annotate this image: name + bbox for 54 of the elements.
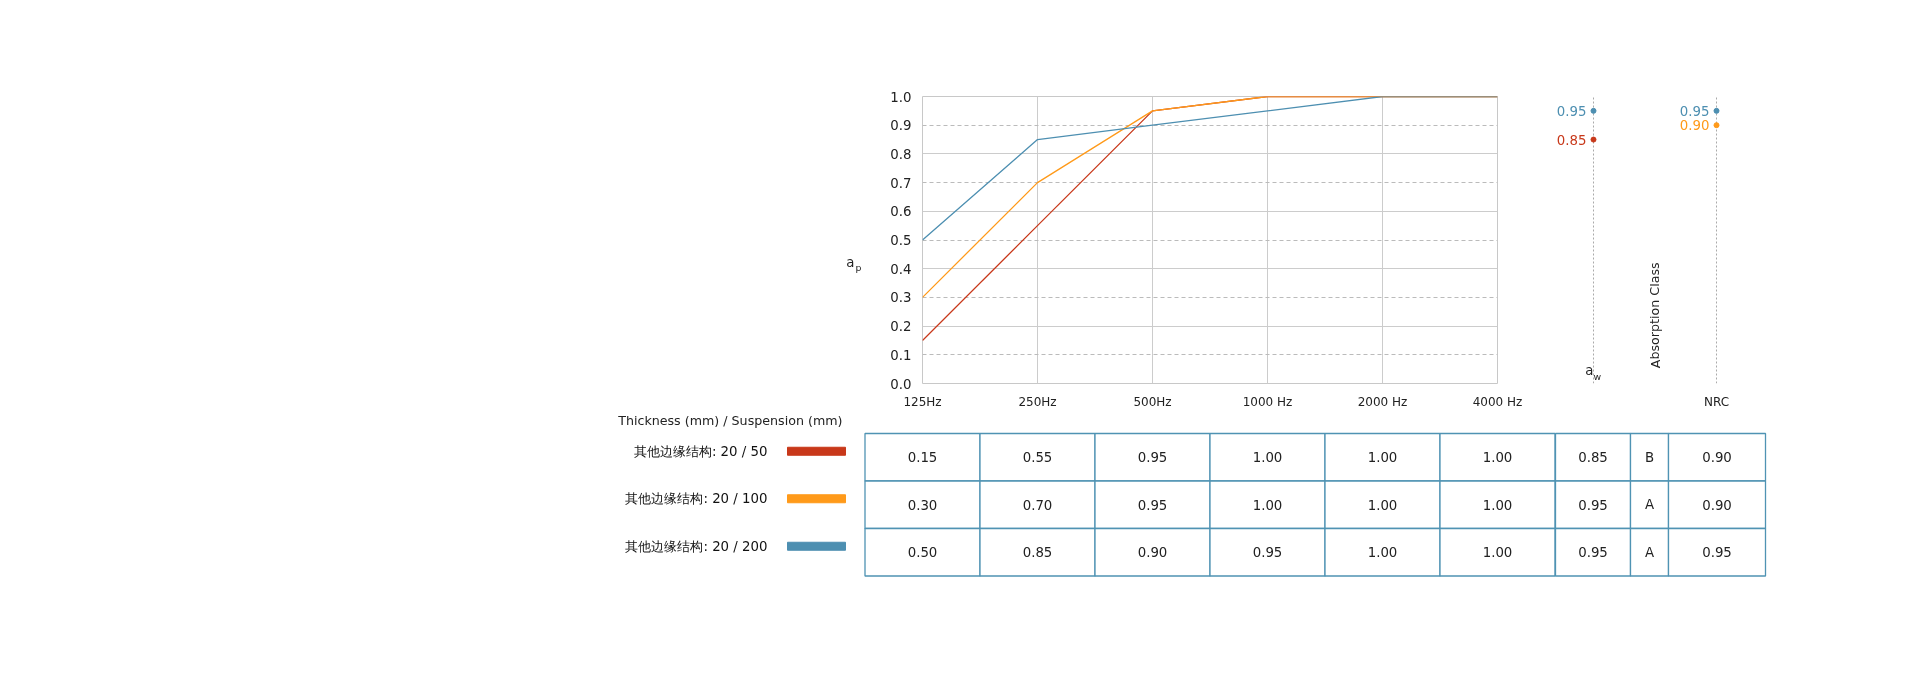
- data-label: 1.00: [1482, 497, 1513, 513]
- text: 0.90: [1702, 497, 1732, 513]
- y-tick-label: 1.0: [890, 89, 912, 105]
- data-label: 0.95: [1252, 545, 1283, 561]
- x-tick-label: 1000 Hz: [1242, 394, 1293, 409]
- legend-title: Thickness (mm) / Suspension (mm): [617, 413, 843, 428]
- data-label: 0.85: [1022, 545, 1053, 561]
- data-label: 1.00: [1252, 497, 1283, 513]
- y-tick-label: 0.0: [890, 376, 912, 392]
- text: 0.90: [1702, 450, 1732, 466]
- data-label: 1.00: [1482, 545, 1513, 561]
- data-label: 1.00: [1367, 545, 1398, 561]
- data-label: 0.30: [907, 497, 938, 513]
- legend-label: 其他边缘结构: 20 / 50: [633, 443, 768, 459]
- text: B: [1644, 449, 1655, 465]
- y-tick-label: 0.7: [890, 175, 912, 191]
- y-tick-label: 0.5: [890, 233, 912, 248]
- y-tick-label: 0.2: [890, 319, 912, 335]
- text: 0.85: [1578, 450, 1608, 466]
- data-label: 0.55: [1022, 450, 1053, 466]
- data-label: 0.15: [907, 450, 938, 466]
- x-tick-label: 2000 Hz: [1357, 394, 1408, 409]
- text: 0.95: [1702, 545, 1732, 561]
- x-tick-label: 125Hz: [903, 394, 942, 409]
- data-label: 0.90: [1137, 545, 1168, 561]
- legend-label: 其他边缘结构: 20 / 100: [625, 491, 768, 507]
- y-tick-label: 0.9: [890, 118, 912, 134]
- data-label: 1.00: [1367, 450, 1398, 466]
- text: 0.95: [1578, 497, 1608, 513]
- data-label: 0.95: [1137, 497, 1168, 513]
- legend-label: 其他边缘结构: 20 / 200: [625, 538, 768, 554]
- x-tick-label: 500Hz: [1133, 394, 1172, 409]
- data-label: 0.70: [1022, 497, 1053, 513]
- y-tick-label: 0.4: [890, 261, 912, 277]
- data-label: 0.85: [1556, 132, 1587, 148]
- y-tick-label: 0.6: [890, 204, 912, 220]
- text: A: [1644, 497, 1655, 513]
- data-label: 1.00: [1482, 450, 1513, 466]
- data-label: 0.95: [1556, 103, 1587, 119]
- data-label: 0.95: [1679, 103, 1710, 119]
- data-label: 1.00: [1367, 497, 1398, 513]
- data-label: 0.90: [1679, 118, 1710, 134]
- y-tick-label: 0.3: [890, 290, 912, 306]
- text: 0.95: [1578, 545, 1608, 561]
- data-label: 0.50: [907, 545, 938, 561]
- x-tick-label: 250Hz: [1018, 394, 1057, 409]
- x-tick-label: 4000 Hz: [1472, 394, 1523, 409]
- text: A: [1644, 544, 1655, 560]
- x-tick-label: NRC: [1703, 394, 1730, 409]
- data-label: 0.95: [1137, 450, 1168, 466]
- data-label: 1.00: [1252, 450, 1283, 466]
- text: Absorption Class: [1647, 262, 1663, 369]
- y-tick-label: 0.8: [890, 146, 912, 162]
- y-tick-label: 0.1: [890, 347, 912, 363]
